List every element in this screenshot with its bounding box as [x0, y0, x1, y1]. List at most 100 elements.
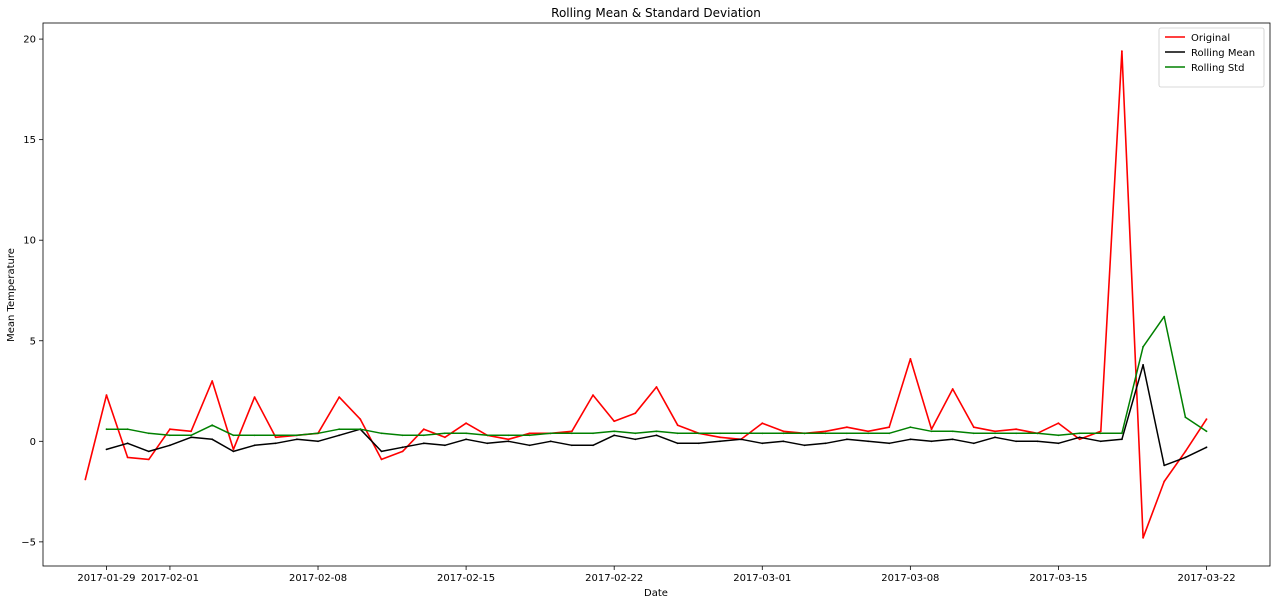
data-point — [126, 428, 129, 431]
data-point — [697, 442, 700, 445]
data-point — [1205, 418, 1208, 421]
data-point — [994, 432, 996, 435]
data-point — [951, 438, 954, 441]
series-line — [106, 315, 1207, 437]
data-point — [169, 444, 171, 447]
data-point — [401, 450, 404, 453]
data-point — [697, 432, 700, 435]
data-point — [380, 450, 383, 453]
series-rolling-std — [105, 315, 1208, 437]
data-point — [211, 424, 214, 427]
data-point — [147, 432, 150, 435]
data-point — [930, 428, 933, 431]
data-point — [1205, 430, 1208, 433]
data-point — [444, 436, 446, 439]
data-point — [613, 420, 616, 423]
data-point — [634, 412, 637, 415]
data-point — [211, 380, 214, 382]
legend-label: Rolling Std — [1191, 63, 1244, 74]
data-point — [930, 430, 933, 433]
y-tick-label: 5 — [30, 336, 36, 347]
data-point — [422, 428, 425, 431]
data-point — [1163, 315, 1166, 318]
data-point — [824, 432, 827, 435]
data-point — [719, 436, 721, 439]
data-point — [232, 448, 235, 451]
data-point — [465, 438, 467, 441]
data-point — [486, 434, 489, 437]
data-point — [126, 442, 129, 445]
data-point — [1121, 50, 1123, 53]
data-point — [972, 432, 975, 435]
data-point — [1142, 536, 1144, 539]
data-point — [655, 430, 658, 433]
x-tick-label: 2017-02-22 — [585, 573, 643, 584]
data-point — [972, 442, 975, 445]
data-point — [846, 432, 848, 435]
data-point — [507, 434, 510, 437]
y-tick-label: 0 — [30, 437, 36, 448]
data-point — [507, 438, 510, 441]
data-point — [571, 432, 573, 435]
data-point — [232, 450, 235, 453]
data-point — [846, 438, 848, 441]
data-point — [676, 424, 679, 427]
data-point — [909, 438, 912, 441]
x-tick-label: 2017-02-15 — [437, 573, 495, 584]
data-point — [1015, 432, 1017, 435]
series-layer — [84, 50, 1208, 539]
y-tick-label: −5 — [21, 537, 36, 548]
data-point — [317, 432, 319, 435]
series-original — [84, 50, 1208, 539]
data-point — [1205, 446, 1208, 449]
data-point — [803, 444, 806, 447]
data-point — [1099, 432, 1102, 435]
data-point — [888, 426, 891, 429]
data-point — [1163, 480, 1166, 483]
data-point — [655, 386, 658, 388]
legend: Original Rolling Mean Rolling Std — [1158, 27, 1265, 88]
data-point — [719, 432, 721, 435]
data-point — [274, 442, 277, 445]
data-point — [1121, 432, 1123, 435]
data-point — [888, 442, 891, 445]
data-point — [296, 438, 298, 441]
data-point — [465, 432, 467, 435]
data-point — [380, 432, 383, 435]
y-tick-label: 20 — [23, 35, 36, 46]
data-point — [338, 396, 341, 398]
y-axis-label: Mean Temperature — [6, 248, 17, 342]
data-point — [380, 458, 383, 461]
data-point — [486, 442, 489, 445]
data-point — [740, 432, 742, 435]
data-point — [761, 442, 764, 445]
data-point — [549, 432, 552, 435]
data-point — [676, 442, 679, 445]
data-point — [1057, 434, 1060, 437]
data-point — [1036, 440, 1039, 443]
data-point — [105, 394, 108, 396]
x-tick-label: 2017-03-01 — [733, 573, 791, 584]
data-point — [676, 432, 679, 435]
data-point — [126, 456, 129, 459]
data-point — [253, 434, 256, 437]
data-point — [1078, 436, 1081, 439]
data-point — [1142, 345, 1144, 348]
data-point — [232, 434, 235, 437]
data-point — [613, 434, 616, 437]
data-point — [634, 432, 637, 435]
data-point — [444, 444, 446, 447]
data-point — [147, 458, 150, 461]
data-point — [761, 432, 764, 435]
data-point — [719, 440, 721, 443]
data-point — [994, 436, 996, 439]
data-point — [1078, 438, 1081, 441]
data-point — [1099, 430, 1102, 433]
y-tick-label: 15 — [23, 135, 36, 146]
data-point — [253, 444, 256, 447]
series-rolling-mean — [105, 364, 1208, 467]
data-point — [571, 444, 573, 447]
data-point — [613, 430, 616, 433]
